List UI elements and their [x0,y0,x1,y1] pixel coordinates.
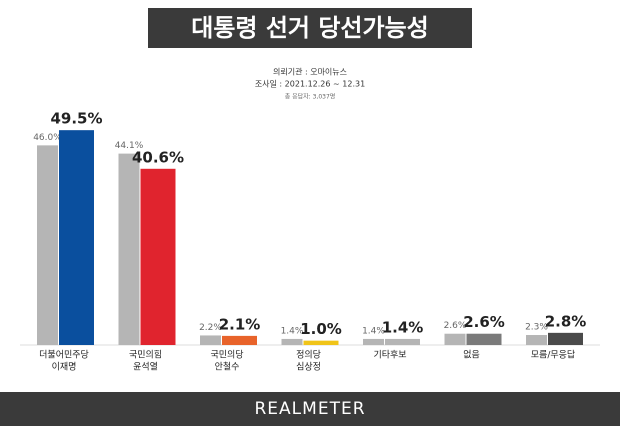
value-label-current: 49.5% [50,110,102,128]
subtitle: 총 응답자: 3,037명 [285,93,336,101]
title-box [148,8,472,48]
footer-bar [0,392,620,426]
value-label-previous: 2.3% [525,323,548,333]
bar-previous [363,338,384,345]
value-label-current: 2.6% [463,313,505,331]
bar-current [548,332,583,345]
category-label: 윤석열 [133,362,158,373]
category-label: 정의당 [296,350,321,361]
value-label-previous: 46.0% [33,133,62,143]
value-label-previous: 44.1% [115,141,144,151]
category-label: 이재명 [52,362,77,373]
bar-current [466,333,502,345]
category-label: 안철수 [215,362,240,373]
category-label: 없음 [463,350,480,361]
value-label-current: 1.0% [300,320,342,338]
value-label-current: 1.4% [382,318,424,336]
bar-previous [281,338,303,345]
bar-current [59,130,94,345]
value-label-previous: 2.2% [199,323,222,333]
bar-current [140,168,176,345]
bar-previous [37,145,58,345]
category-label: 기타후보 [373,350,406,361]
value-label-previous: 1.4% [362,326,385,336]
bar-previous [200,335,221,345]
category-label: 심상정 [296,362,321,373]
bar-previous [118,153,140,345]
bar-current [303,340,339,345]
value-label-previous: 1.4% [281,326,304,336]
bar-previous [444,333,466,345]
value-label-current: 2.8% [545,312,587,330]
value-label-current: 40.6% [132,148,184,166]
bar-previous [526,335,547,345]
bar-current [385,338,420,345]
category-label: 모름/무응답 [531,349,575,361]
category-label: 국민의당 [210,350,243,361]
value-label-current: 2.1% [219,315,261,333]
chart-title: 대통령 선거 당선가능성 [191,14,429,42]
category-label: 국민의힘 [129,350,162,361]
bar-current [222,335,257,345]
subtitle: 의뢰기관 : 오마이뉴스 [273,67,347,77]
footer-logo: REALMETER [255,399,366,419]
category-label: 더불어민주당 [39,350,89,361]
subtitle: 조사일 : 2021.12.26 ~ 12.31 [255,80,365,89]
value-label-previous: 2.6% [444,321,467,331]
